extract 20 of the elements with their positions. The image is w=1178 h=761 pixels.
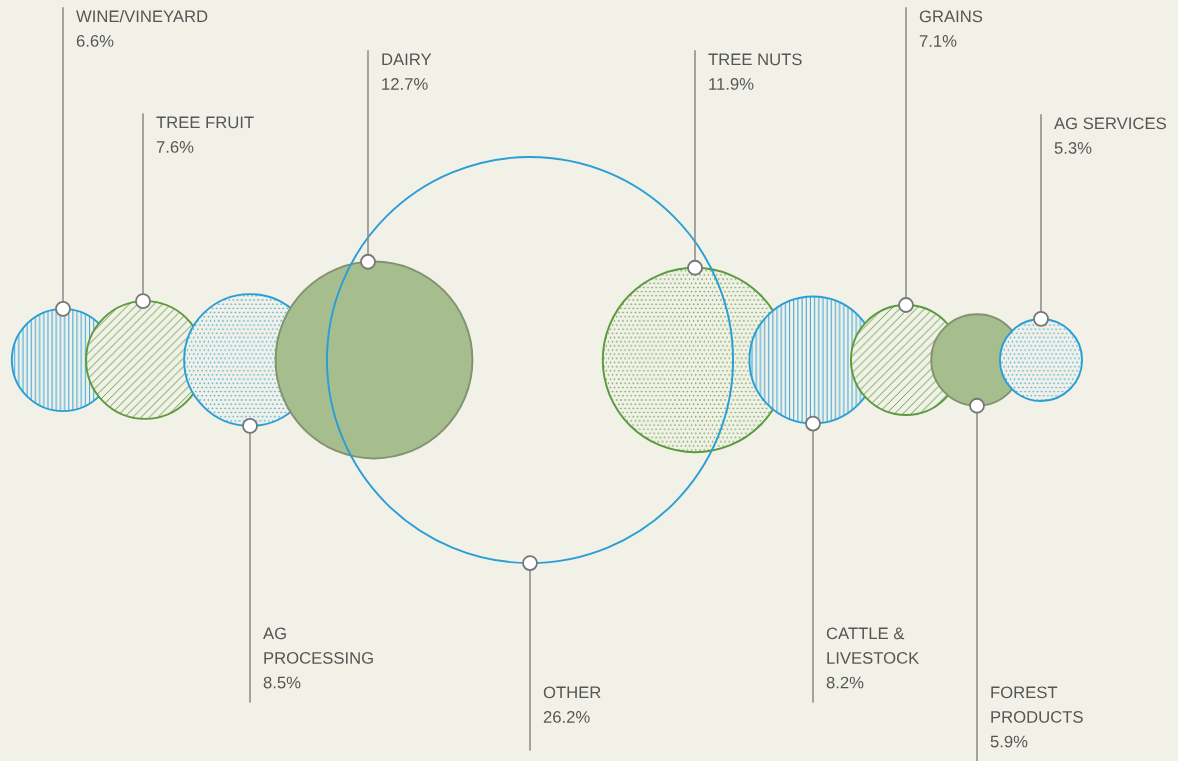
data-label: 26.2% [543, 711, 590, 723]
data-label: 8.2% [826, 676, 864, 689]
data-label: 7.1% [919, 35, 957, 47]
data-label: 7.6% [156, 141, 194, 153]
data-label: 6.6% [76, 35, 114, 47]
category-label: DAIRY [382, 53, 432, 66]
data-label: 8.5% [263, 676, 301, 689]
category-label: CATTLE & LIVESTOCK [826, 627, 920, 664]
category-label: FOREST PRODUCTS [991, 686, 1083, 723]
category-label: GRAINS [919, 10, 983, 23]
data-label: 12.7% [382, 78, 428, 90]
category-label: TREE FRUIT [156, 116, 254, 129]
data-label: 5.3% [1054, 142, 1092, 154]
data-label: 11.9% [709, 78, 754, 90]
category-label: TREE NUTS [708, 53, 802, 66]
category-label: AG PROCESSING [263, 627, 373, 664]
category-label: AG SERVICES [1054, 117, 1166, 130]
data-label: 5.9% [990, 735, 1028, 748]
category-label: WINE/VINEYARD [76, 10, 208, 23]
category-label: OTHER [543, 686, 601, 699]
